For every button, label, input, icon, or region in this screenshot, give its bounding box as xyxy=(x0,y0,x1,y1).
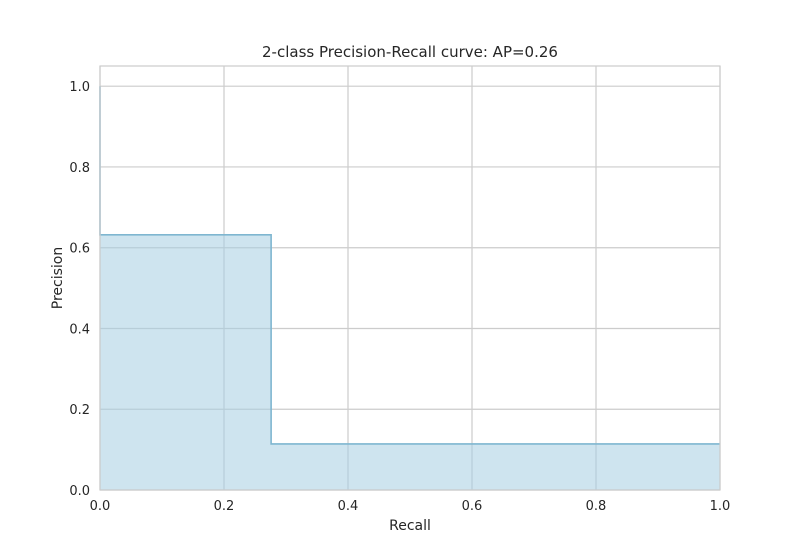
plot-area xyxy=(99,86,720,490)
y-tick-label: 0.2 xyxy=(69,403,90,418)
plot-frame xyxy=(99,65,721,491)
y-tick-label: 0.0 xyxy=(69,484,90,499)
x-axis-ticks: 0.0 0.2 0.4 0.6 0.8 1.0 xyxy=(90,499,731,514)
x-tick-label: 0.2 xyxy=(214,499,235,514)
pr-area-fill-0 xyxy=(100,86,720,490)
chart-title: 2-class Precision-Recall curve: AP=0.26 xyxy=(262,43,558,61)
y-tick-label: 0.4 xyxy=(69,322,90,337)
x-tick-label: 0.8 xyxy=(586,499,607,514)
y-tick-label: 1.0 xyxy=(69,80,90,95)
x-tick-label: 0.4 xyxy=(338,499,359,514)
y-tick-label: 0.8 xyxy=(69,161,90,176)
y-axis-label: Precision xyxy=(50,247,66,309)
x-axis-label: Recall xyxy=(389,518,431,534)
x-tick-label: 1.0 xyxy=(710,499,731,514)
x-tick-label: 0.6 xyxy=(462,499,483,514)
y-tick-label: 0.6 xyxy=(69,242,90,257)
y-axis-ticks: 0.0 0.2 0.4 0.6 0.8 1.0 xyxy=(69,80,90,499)
x-tick-label: 0.0 xyxy=(90,499,111,514)
